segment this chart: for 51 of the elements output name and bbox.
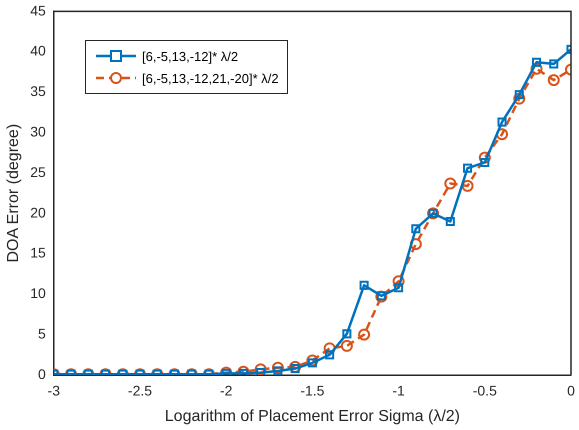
point (360, 280, 369, 290)
point (549, 59, 558, 68)
point (498, 118, 507, 127)
x-tick-label: -1 (392, 382, 406, 398)
y-tick-label: 5 (38, 325, 46, 342)
x-tick-label: -0.5 (472, 382, 498, 398)
point (478, 152, 491, 164)
y-tick-label: 45 (30, 2, 46, 18)
point (514, 90, 524, 100)
x-tick-label: -2.5 (128, 382, 152, 398)
point (410, 238, 422, 250)
y-tick-label: 15 (30, 244, 46, 261)
x-tick-label: -1.5 (300, 382, 325, 398)
point (411, 224, 420, 234)
point (358, 328, 370, 341)
point (376, 291, 386, 300)
point (324, 342, 336, 354)
x-tick-label: 0 (567, 382, 576, 398)
point (394, 283, 404, 292)
legend-label: [6,-5,13,-12,21,-20]* λ/2 (142, 70, 279, 86)
point (548, 74, 560, 86)
x-tick-label: -3 (48, 382, 60, 398)
x-tick-label: -2 (220, 382, 233, 398)
point (272, 362, 284, 374)
point (306, 354, 318, 366)
x-axis-title: Logarithm of Placement Error Sigma (λ/2) (164, 408, 460, 425)
point (325, 350, 334, 360)
y-tick-label: 25 (30, 164, 46, 180)
point (513, 92, 526, 105)
point (273, 366, 282, 375)
point (254, 363, 267, 375)
point (463, 164, 472, 173)
point (496, 128, 508, 140)
point (532, 58, 542, 67)
y-axis-title: DOA Error (degree) (5, 124, 22, 263)
point (462, 180, 474, 192)
y-tick-label: 40 (30, 42, 46, 59)
point (308, 358, 317, 368)
point (444, 178, 456, 190)
legend-label: [6,-5,13,-12]* λ/2 (142, 48, 238, 64)
point (340, 340, 353, 352)
y-tick-label: 0 (38, 366, 46, 382)
point (480, 158, 490, 168)
point (342, 329, 352, 338)
point (446, 216, 455, 226)
y-tick-label: 10 (30, 285, 46, 302)
point (392, 275, 405, 288)
y-tick-label: 30 (30, 123, 46, 140)
y-tick-label: 35 (30, 83, 46, 100)
point (256, 368, 266, 375)
y-tick-label: 20 (30, 204, 46, 220)
